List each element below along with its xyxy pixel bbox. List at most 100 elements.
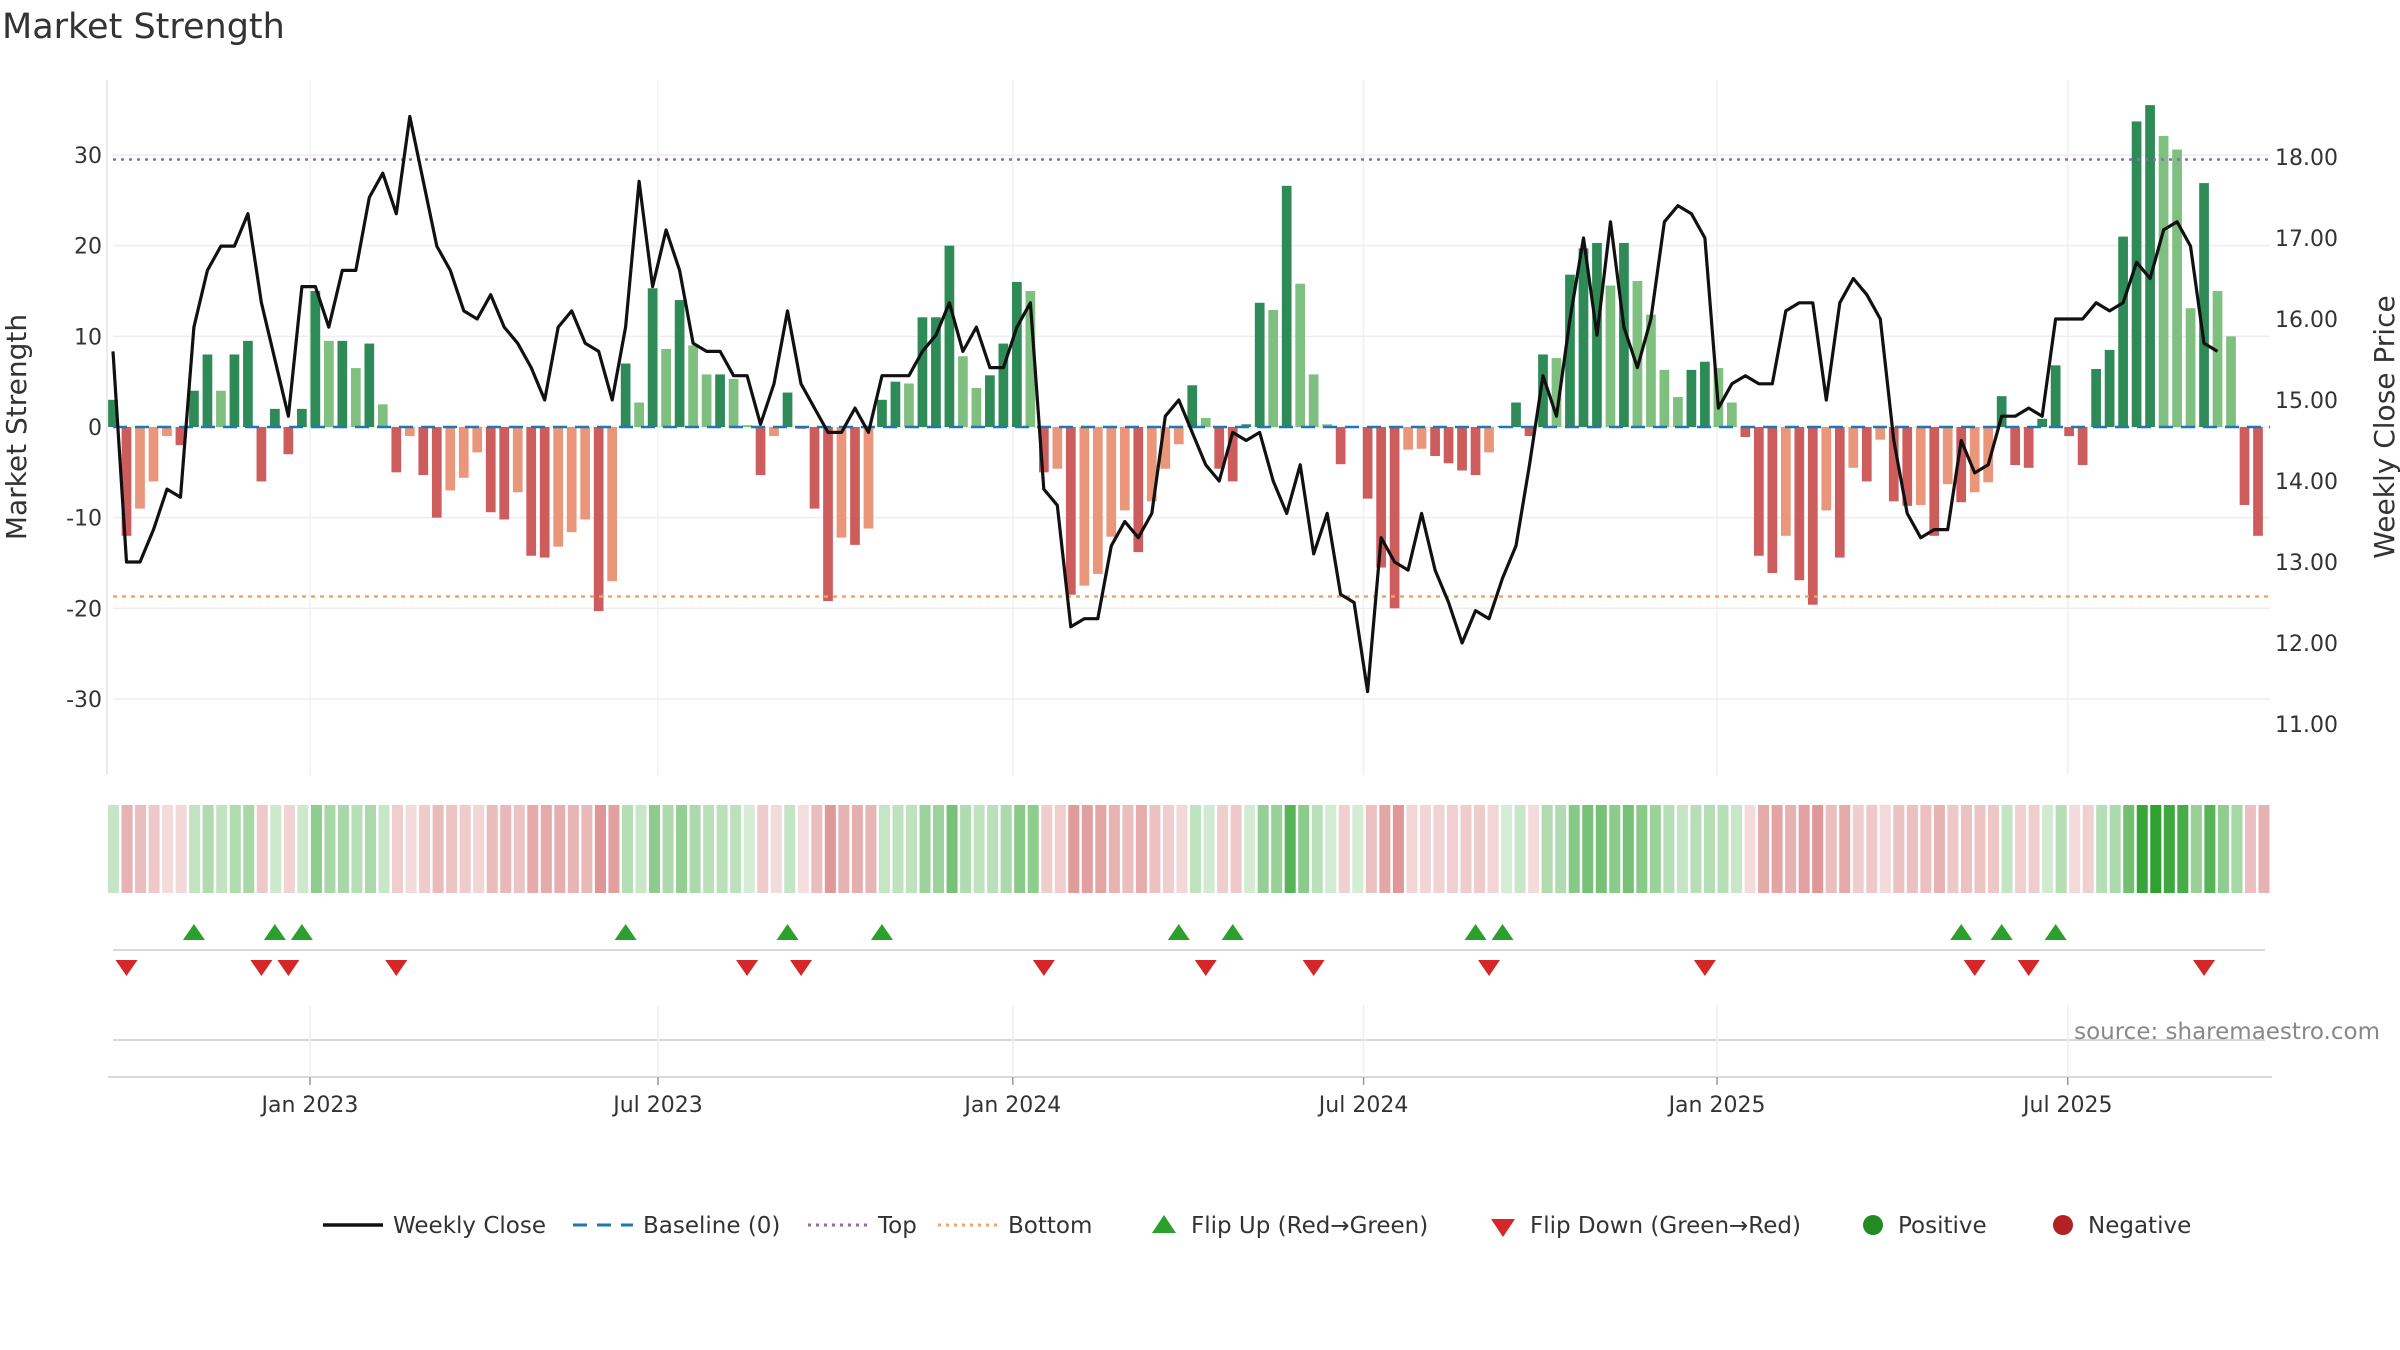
strength-bar: [404, 427, 415, 437]
legend-label-bottom: Bottom: [1008, 1213, 1092, 1239]
strength-bar: [1915, 427, 1926, 505]
y-axis-label-left: Market Strength: [0, 314, 33, 540]
heat-cell: [824, 805, 836, 893]
heat-cell: [811, 805, 823, 893]
heat-cell: [1866, 805, 1878, 893]
heat-cell: [1311, 805, 1323, 893]
y-tick-right: 12.00: [2275, 632, 2338, 657]
heat-cell: [946, 805, 958, 893]
strength-bar: [135, 427, 145, 509]
heat-cell: [2055, 805, 2067, 893]
heat-cell: [554, 805, 566, 893]
legend-item: Positive: [1863, 1213, 1987, 1239]
y-tick-right: 15.00: [2275, 389, 2338, 414]
heat-cell: [1325, 805, 1337, 893]
heat-cell: [1960, 805, 1972, 893]
heat-strip: [108, 805, 2270, 893]
heat-cell: [689, 805, 701, 893]
strength-bar: [593, 427, 604, 612]
heat-cell: [1081, 805, 1093, 893]
strength-bar: [2226, 336, 2236, 427]
legend-item: Flip Up (Red→Green): [1152, 1213, 1428, 1239]
strength-bar: [2064, 427, 2074, 437]
flip-down-marker: [1693, 960, 1716, 976]
heat-cell: [1271, 805, 1283, 893]
legend-item: Weekly Close: [323, 1213, 546, 1239]
strength-bar: [350, 368, 361, 427]
strength-bar: [2118, 236, 2128, 427]
heat-cell: [243, 805, 255, 893]
heat-cell: [337, 805, 349, 893]
heat-cell: [676, 805, 688, 893]
strength-bar: [850, 427, 860, 545]
strength-bar: [189, 390, 199, 427]
strength-bar: [769, 427, 779, 437]
heat-cell: [838, 805, 850, 893]
y-tick-right: 11.00: [2275, 713, 2338, 738]
heat-cell: [1379, 805, 1391, 893]
heat-cell: [1176, 805, 1188, 893]
strength-bar: [472, 427, 483, 453]
strength-bar: [566, 427, 577, 533]
y-tick-right: 16.00: [2275, 308, 2338, 333]
heat-cell: [1352, 805, 1364, 893]
heat-cell: [1190, 805, 1202, 893]
strength-bar: [1983, 427, 1994, 483]
heat-cell: [933, 805, 945, 893]
strength-bar: [1888, 427, 1899, 502]
heat-cell: [1974, 805, 1986, 893]
flip-up-marker: [1221, 924, 1244, 940]
strength-bar: [2104, 349, 2115, 427]
heat-cell: [2001, 805, 2013, 893]
legend-label-positive: Positive: [1898, 1213, 1987, 1239]
flip-up-marker: [263, 924, 286, 940]
strength-bar: [553, 427, 564, 547]
flip-down-marker: [115, 960, 138, 976]
heat-cell: [1987, 805, 1999, 893]
heat-cell: [392, 805, 404, 893]
strength-bar: [917, 317, 928, 427]
heat-cell: [310, 805, 322, 893]
heat-cell: [1609, 805, 1621, 893]
flip-down-marker: [1302, 960, 1325, 976]
flip-down-marker: [2017, 960, 2040, 976]
heat-cell: [1582, 805, 1594, 893]
strength-bar: [1133, 427, 1144, 553]
strength-bar: [2172, 149, 2182, 427]
heat-cell: [1027, 805, 1039, 893]
strength-bar: [256, 427, 267, 482]
heat-cell: [2028, 805, 2040, 893]
strength-bar: [337, 340, 348, 427]
heat-cell: [1947, 805, 1959, 893]
heat-cell: [594, 805, 606, 893]
strength-bar: [742, 425, 752, 427]
strength-bar: [512, 427, 523, 493]
heat-cell: [513, 805, 525, 893]
heat-cell: [1068, 805, 1080, 893]
heat-cell: [1406, 805, 1418, 893]
heat-cell: [121, 805, 133, 893]
flip-down-marker: [1194, 960, 1217, 976]
legend-item: Top: [808, 1213, 917, 1239]
strength-bar: [1281, 185, 1292, 427]
heat-cell: [703, 805, 715, 893]
heat-cell: [527, 805, 539, 893]
flip-up-marker: [870, 924, 893, 940]
heat-cell: [1446, 805, 1458, 893]
y-tick-left: 10: [74, 325, 102, 350]
strength-bar: [1362, 427, 1373, 499]
strength-bar: [1322, 424, 1333, 427]
heat-cell: [1649, 805, 1661, 893]
heat-cell: [1419, 805, 1431, 893]
strength-bar: [634, 402, 644, 427]
strength-bar: [620, 363, 631, 427]
heat-cell: [797, 805, 809, 893]
strength-bar: [377, 404, 388, 427]
strength-bar: [283, 427, 294, 455]
strength-bar: [1025, 290, 1036, 427]
legend-label-negative: Negative: [2088, 1213, 2191, 1239]
strength-bar: [823, 427, 833, 602]
heat-cell: [919, 805, 931, 893]
flip-markers: [113, 924, 2265, 976]
heat-cell: [2204, 805, 2216, 893]
